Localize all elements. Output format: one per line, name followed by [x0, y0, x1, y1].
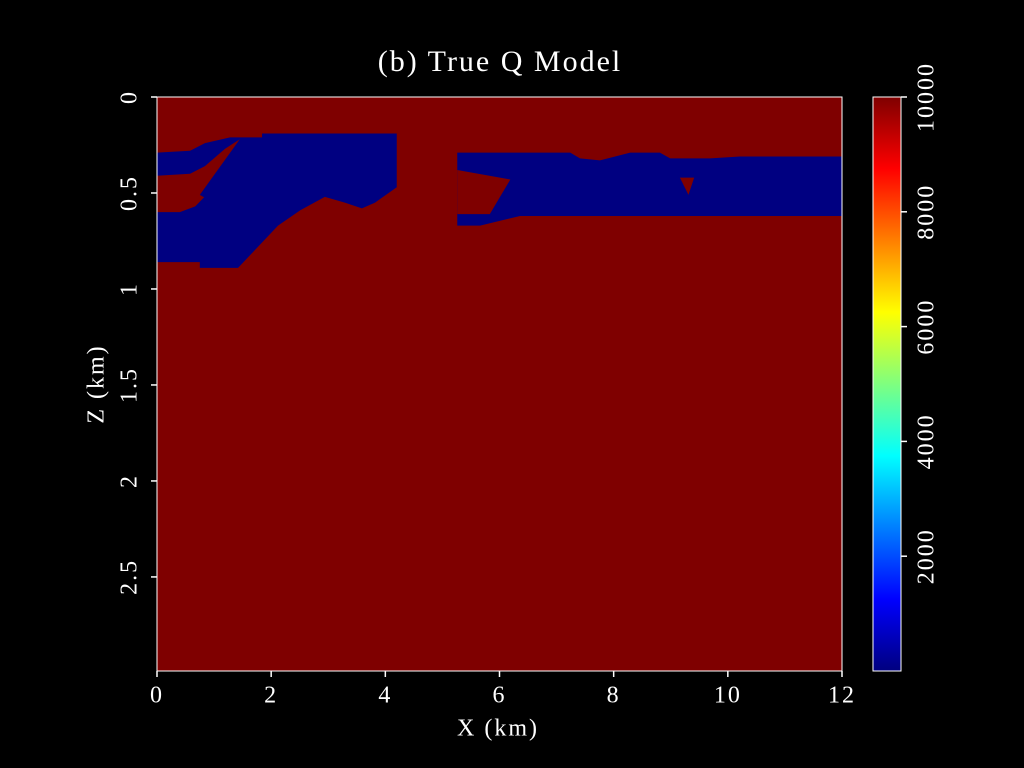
heatmap-region — [679, 177, 695, 195]
x-tick-label: 8 — [607, 683, 621, 709]
colorbar-tick-label: 2000 — [914, 528, 940, 584]
y-tick-label: 0 — [117, 90, 143, 104]
colorbar-tick-label: 8000 — [914, 184, 940, 240]
x-tick-label: 12 — [828, 683, 856, 709]
x-axis-label: X (km) — [457, 716, 539, 742]
y-tick-label: 1 — [117, 282, 143, 296]
chart-title: (b) True Q Model — [378, 45, 623, 78]
y-tick-label: 0.5 — [117, 175, 143, 211]
y-tick-label: 2.5 — [117, 559, 143, 595]
heatmap-region — [457, 169, 511, 215]
heatmap-region — [457, 152, 842, 226]
colorbar-tick-label: 4000 — [914, 413, 940, 469]
y-axis-label: Z (km) — [84, 344, 110, 423]
y-tick-label: 1.5 — [117, 367, 143, 403]
colorbar-tick-label: 6000 — [914, 299, 940, 355]
y-tick-label: 2 — [117, 474, 143, 488]
x-tick-label: 2 — [264, 683, 278, 709]
x-tick-label: 4 — [378, 683, 392, 709]
x-tick-label: 0 — [150, 683, 164, 709]
heatmap-region — [157, 139, 240, 213]
x-tick-label: 10 — [714, 683, 742, 709]
colorbar — [872, 96, 902, 672]
colorbar-tick-label: 10000 — [914, 62, 940, 132]
x-tick-label: 6 — [493, 683, 507, 709]
heatmap-region — [199, 139, 251, 201]
